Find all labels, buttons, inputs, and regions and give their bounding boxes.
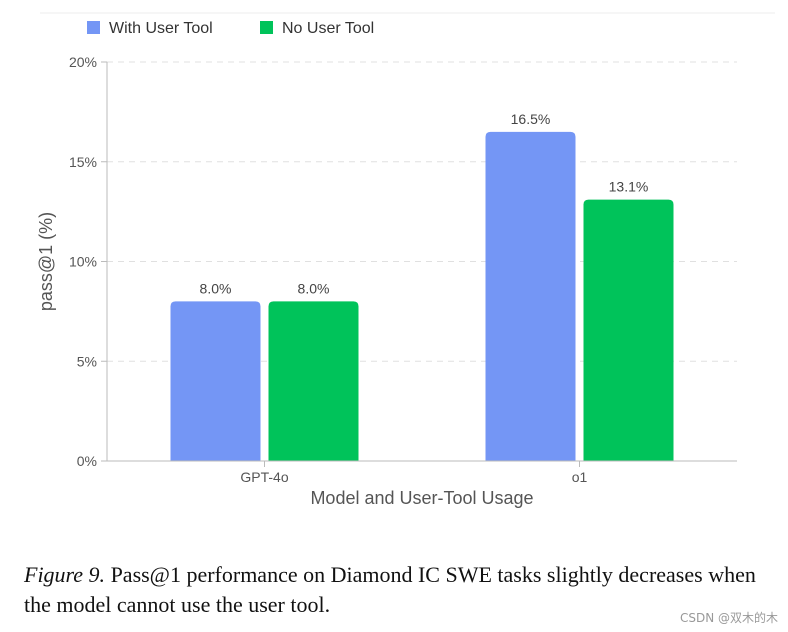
legend-label: No User Tool — [282, 20, 374, 37]
legend: With User Tool No User Tool — [87, 20, 374, 37]
bar-no-user-tool-o1 — [583, 199, 674, 461]
y-tick-label: 5% — [77, 353, 97, 369]
bar-with-user-tool-o1 — [485, 131, 576, 461]
bar-data-labels: 8.0% 8.0% 16.5% 13.1% — [200, 111, 649, 297]
bar-with-user-tool-gpt-4o — [170, 301, 261, 461]
bar-no-user-tool-gpt-4o — [268, 301, 359, 461]
bar-chart: With User Tool No User Tool 0% 5% 10% 15% 20%… — [36, 12, 775, 508]
y-tick-label: 10% — [69, 254, 97, 270]
bar-data-label: 8.0% — [200, 280, 232, 296]
y-tick-label: 20% — [69, 54, 97, 70]
x-tick-label: o1 — [572, 469, 588, 485]
caption-text: Pass@1 performance on Diamond IC SWE tas… — [24, 562, 756, 617]
legend-swatch — [260, 21, 273, 34]
bars — [170, 131, 674, 461]
y-axis-title: pass@1 (%) — [36, 212, 56, 311]
x-axis-title: Model and User-Tool Usage — [310, 488, 533, 508]
bar-data-label: 16.5% — [511, 111, 551, 127]
watermark: CSDN @双木的木 — [679, 611, 778, 625]
y-axis-ticks: 0% 5% 10% 15% 20% — [69, 54, 107, 469]
legend-swatch — [87, 21, 100, 34]
figure-caption: Figure 9. Pass@1 performance on Diamond … — [24, 560, 769, 620]
bar-data-label: 8.0% — [298, 280, 330, 296]
figure-label: Figure 9. — [24, 562, 106, 587]
x-axis-ticks: GPT-4o o1 — [240, 461, 587, 485]
y-tick-label: 15% — [69, 154, 97, 170]
legend-label: With User Tool — [109, 20, 213, 37]
bar-data-label: 13.1% — [609, 179, 649, 195]
y-tick-label: 0% — [77, 453, 97, 469]
x-tick-label: GPT-4o — [240, 469, 288, 485]
